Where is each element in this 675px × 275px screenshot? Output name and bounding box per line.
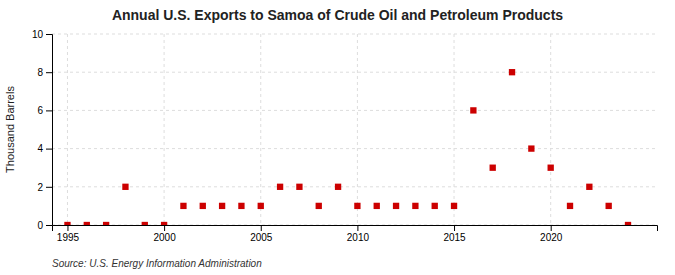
grid-line-x [67,34,68,225]
y-tick-mark [46,110,52,111]
point [200,203,206,209]
x-tick-label: 2005 [250,232,273,243]
grid-line-x [550,34,551,225]
x-tick: 2005 [250,225,273,243]
point [219,203,225,209]
grid-line-y [52,186,657,187]
x-tick: 2015 [443,225,466,243]
x-tick-mark [261,225,262,231]
point [451,203,457,209]
point [490,165,496,171]
point [258,203,264,209]
point [625,222,631,225]
point [606,203,612,209]
point [470,107,476,113]
x-tick-mark [67,225,68,231]
y-axis-title: Thousand Barrels [4,86,16,173]
y-tick: 0 [37,220,52,231]
source: Source: U.S. Energy Information Administ… [52,258,262,269]
x-tick-label: 2010 [347,232,370,243]
grid-line-x [260,34,261,225]
x-tick-label: 1995 [57,232,80,243]
point [393,203,399,209]
grid-line-x [164,34,165,225]
point [432,203,438,209]
y-tick-label: 4 [37,143,43,154]
point [161,222,167,225]
y-axis: 0 2 4 6 8 10 [32,29,53,231]
grid-line-y [52,148,657,149]
title: Annual U.S. Exports to Samoa of Crude Oi… [112,7,563,23]
point [122,184,128,190]
x-tick-mark [551,225,552,231]
grid-line-y [52,110,657,111]
x-tick: 2010 [347,225,370,243]
y-tick-mark [46,225,52,226]
point [277,184,283,190]
x-tick-label: 2000 [153,232,176,243]
y-tick-mark [46,149,52,150]
x-tick: 2020 [540,225,563,243]
y-tick-label: 2 [37,182,43,193]
x-tick-label: 2020 [540,232,563,243]
point [586,184,592,190]
grid [52,34,657,225]
chart: Annual U.S. Exports to Samoa of Crude Oi… [0,0,675,275]
point [296,184,302,190]
y-tick: 10 [32,29,52,40]
grid-line-y [52,34,657,35]
point [238,203,244,209]
x-axis: 1995 2000 2005 2010 2015 2020 [53,225,658,243]
point [103,222,109,225]
point [548,165,554,171]
y-tick: 4 [37,143,52,154]
x-tick-mark [357,225,358,231]
y-tick-label: 10 [32,29,44,40]
grid-line-y [52,72,657,73]
point [528,145,534,151]
y-tick-mark [46,34,52,35]
x-tick-label: 2015 [443,232,466,243]
point [142,222,148,225]
x-tick: 1995 [57,225,80,243]
point [64,222,70,225]
point [354,203,360,209]
y-tick-label: 6 [37,105,43,116]
x-tick-mark [164,225,165,231]
y-tick-label: 0 [37,220,43,231]
y-tick-mark [46,72,52,73]
plot: 1995 2000 2005 2010 2015 2020 0 2 4 6 8 10 [32,29,658,243]
y-tick: 2 [37,182,52,193]
point [180,203,186,209]
y-tick-mark [46,187,52,188]
grid-line-x [357,34,358,225]
point [509,69,515,75]
x-tick: 2000 [153,225,176,243]
y-tick-label: 8 [37,67,43,78]
grid-line-x [454,34,455,225]
marks [64,69,631,225]
x-tick-mark [454,225,455,231]
point [567,203,573,209]
point [335,184,341,190]
point [412,203,418,209]
x-axis-line [53,226,658,232]
y-tick: 6 [37,105,52,116]
point [374,203,380,209]
point [316,203,322,209]
y-tick: 8 [37,67,52,78]
point [84,222,90,225]
y-axis-line [46,35,53,226]
